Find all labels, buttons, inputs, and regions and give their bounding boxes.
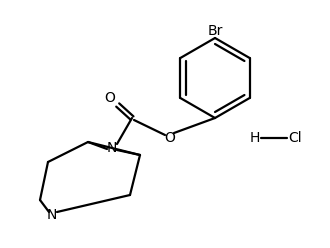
Text: O: O bbox=[165, 131, 176, 145]
Text: H: H bbox=[250, 131, 260, 145]
Text: Cl: Cl bbox=[288, 131, 302, 145]
Text: N: N bbox=[107, 141, 117, 155]
Text: N: N bbox=[47, 208, 57, 222]
Text: O: O bbox=[105, 91, 115, 105]
Text: Br: Br bbox=[207, 24, 223, 38]
